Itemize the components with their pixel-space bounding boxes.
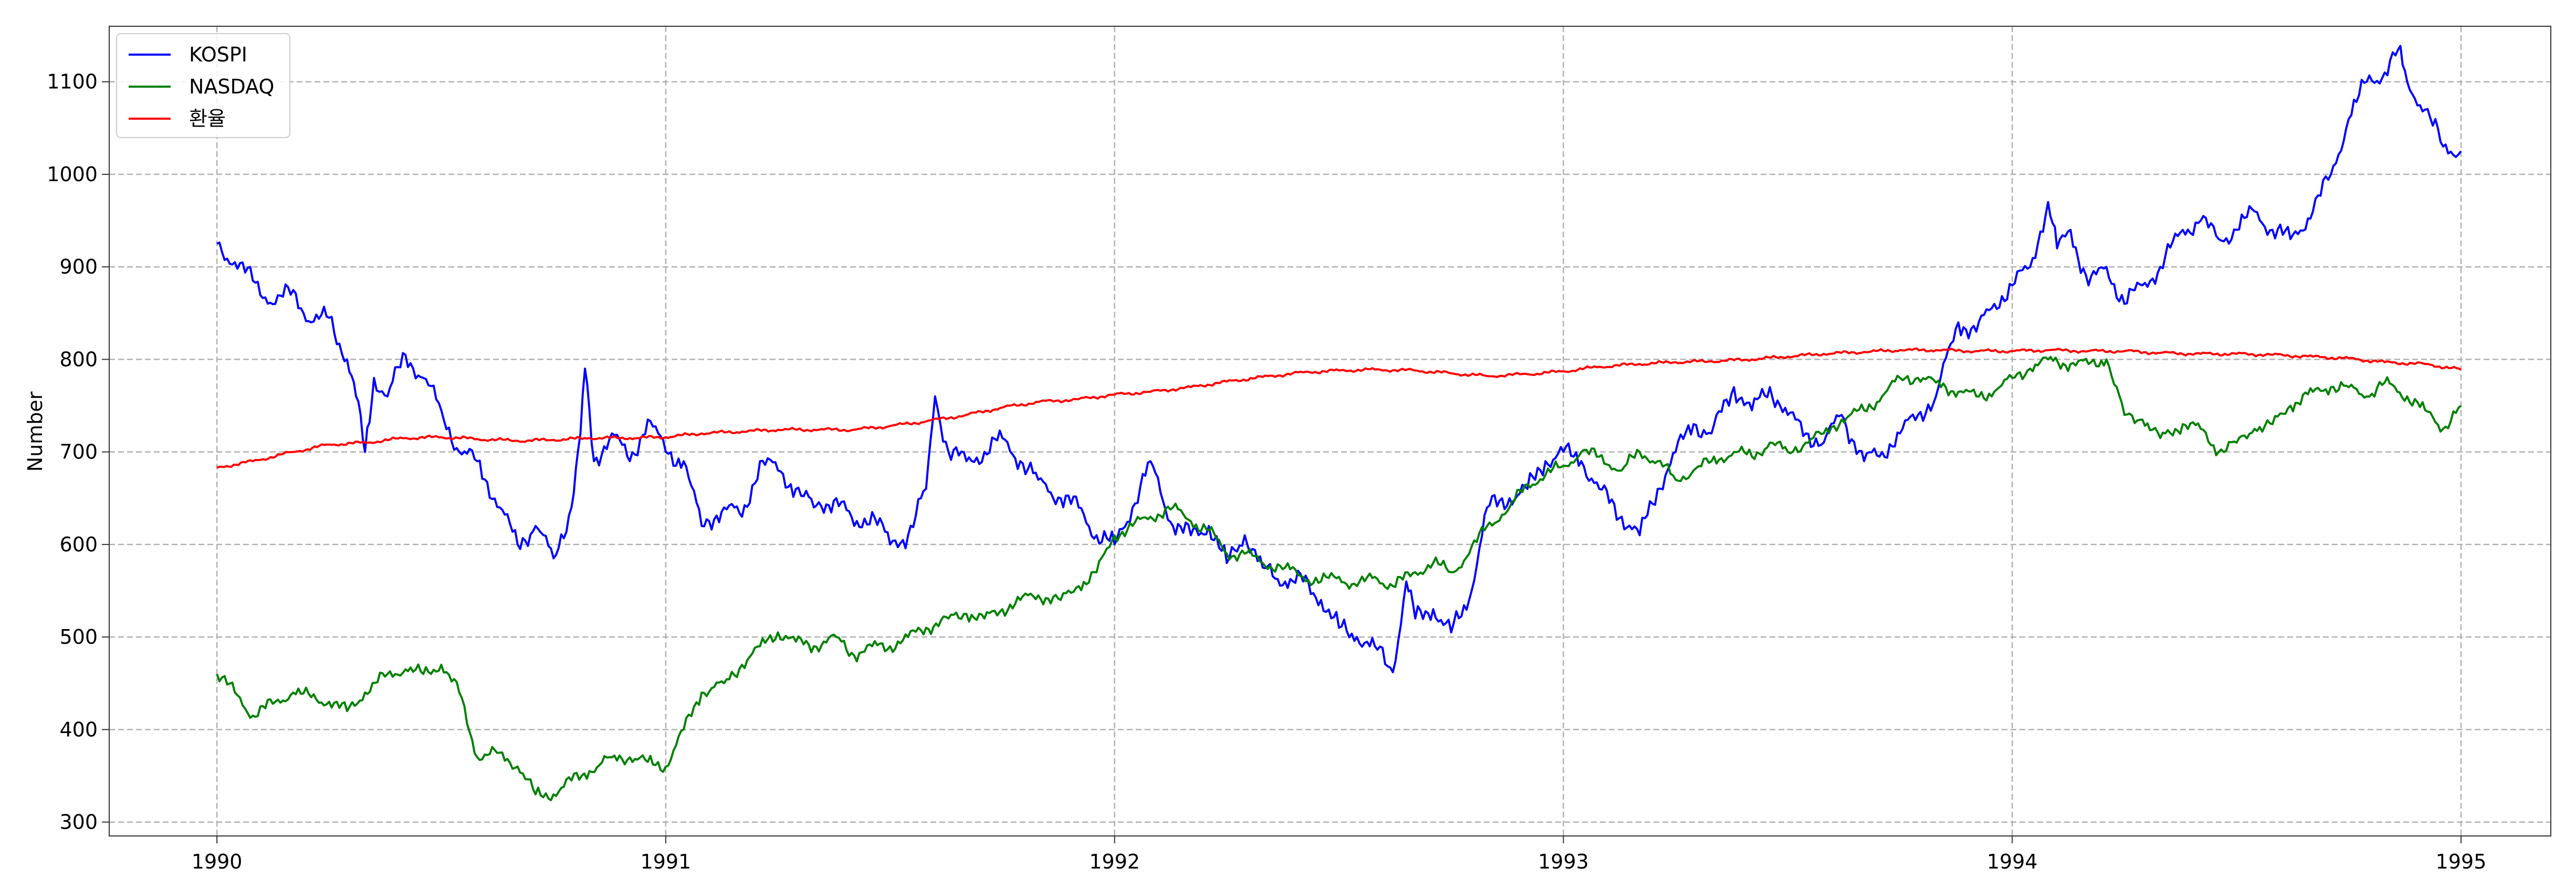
- x-tick-label: 1990: [192, 850, 243, 873]
- series-line-3: [216, 347, 2462, 469]
- y-tick-label: 700: [59, 441, 98, 464]
- x-tick-label: 1992: [1089, 850, 1140, 873]
- series-line-1: [216, 45, 2462, 674]
- y-tick-label: 600: [59, 533, 98, 556]
- x-tick-label: 1995: [2436, 850, 2487, 873]
- y-tick-label: 800: [59, 348, 98, 371]
- grid: [109, 26, 2551, 836]
- x-tick-label: 1993: [1538, 850, 1589, 873]
- series-line-2: [216, 355, 2462, 801]
- legend: KOSPI NASDAQ 환율: [116, 33, 290, 138]
- x-tick-label: 1994: [1987, 850, 2038, 873]
- y-axis-label: Number: [24, 391, 47, 472]
- y-tick-label: 1000: [47, 163, 98, 186]
- y-tick-label: 300: [59, 811, 98, 834]
- y-tick-label: 500: [59, 625, 98, 649]
- x-axis: 1990 1991 1992 1993 1994 1995: [192, 836, 2487, 873]
- plot-frame: [109, 26, 2551, 836]
- y-tick-label: 400: [59, 718, 98, 741]
- legend-label: NASDAQ: [189, 75, 274, 98]
- legend-box: [116, 33, 290, 138]
- legend-label: 환율: [189, 107, 226, 130]
- y-tick-label: 900: [59, 255, 98, 278]
- y-axis: 300 400 500 600 700 800 900 1000 1100: [47, 70, 109, 834]
- y-tick-label: 1100: [47, 70, 98, 93]
- legend-label: KOSPI: [189, 43, 247, 66]
- series-lines: [216, 45, 2462, 801]
- x-tick-label: 1991: [641, 850, 692, 873]
